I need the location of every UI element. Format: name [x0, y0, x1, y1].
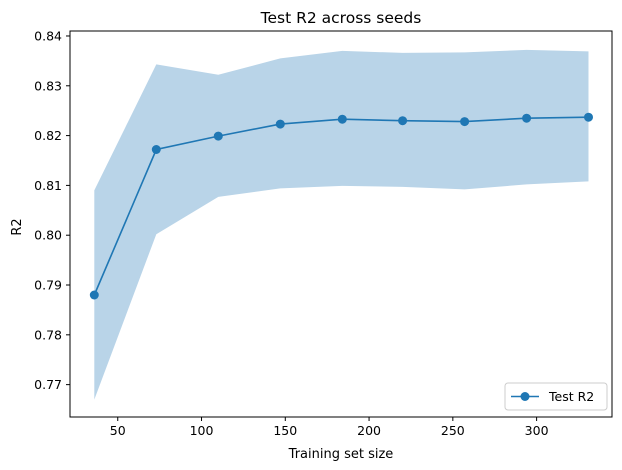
- x-tick-label: 300: [525, 423, 549, 438]
- data-point: [337, 114, 347, 124]
- chart-title: Test R2 across seeds: [260, 9, 422, 27]
- y-axis-label: R2: [10, 218, 25, 235]
- plot-area: [69, 30, 613, 418]
- x-tick-label: 150: [273, 423, 297, 438]
- x-tick-label: 50: [110, 423, 126, 438]
- x-tick-label: 100: [190, 423, 214, 438]
- data-point: [89, 290, 99, 300]
- x-axis-label: Training set size: [288, 447, 394, 462]
- data-point: [213, 131, 223, 141]
- x-axis: 50 100 150 200 250 300: [110, 417, 549, 438]
- legend-label: Test R2: [548, 389, 594, 404]
- data-point: [584, 112, 593, 122]
- y-axis: 0.77 0.78 0.79 0.80 0.81 0.82 0.83 0.84: [34, 28, 70, 392]
- y-tick-label: 0.83: [34, 78, 62, 93]
- y-tick-label: 0.79: [34, 278, 62, 293]
- legend-frame: [504, 382, 608, 411]
- data-point: [398, 116, 408, 126]
- legend-marker-swatch: [520, 392, 530, 401]
- x-tick-label: 250: [441, 423, 465, 438]
- y-tick-label: 0.80: [34, 228, 62, 243]
- legend: Test R2: [504, 382, 608, 411]
- data-point: [522, 113, 532, 123]
- data-point: [275, 119, 285, 129]
- y-tick-label: 0.78: [34, 327, 62, 342]
- data-point: [460, 117, 470, 127]
- plot-frame: [69, 30, 613, 418]
- y-tick-label: 0.84: [34, 28, 62, 43]
- data-point: [151, 145, 161, 154]
- y-tick-label: 0.77: [34, 377, 62, 392]
- y-tick-label: 0.82: [34, 128, 62, 143]
- y-tick-label: 0.81: [34, 178, 62, 193]
- x-tick-label: 200: [357, 423, 381, 438]
